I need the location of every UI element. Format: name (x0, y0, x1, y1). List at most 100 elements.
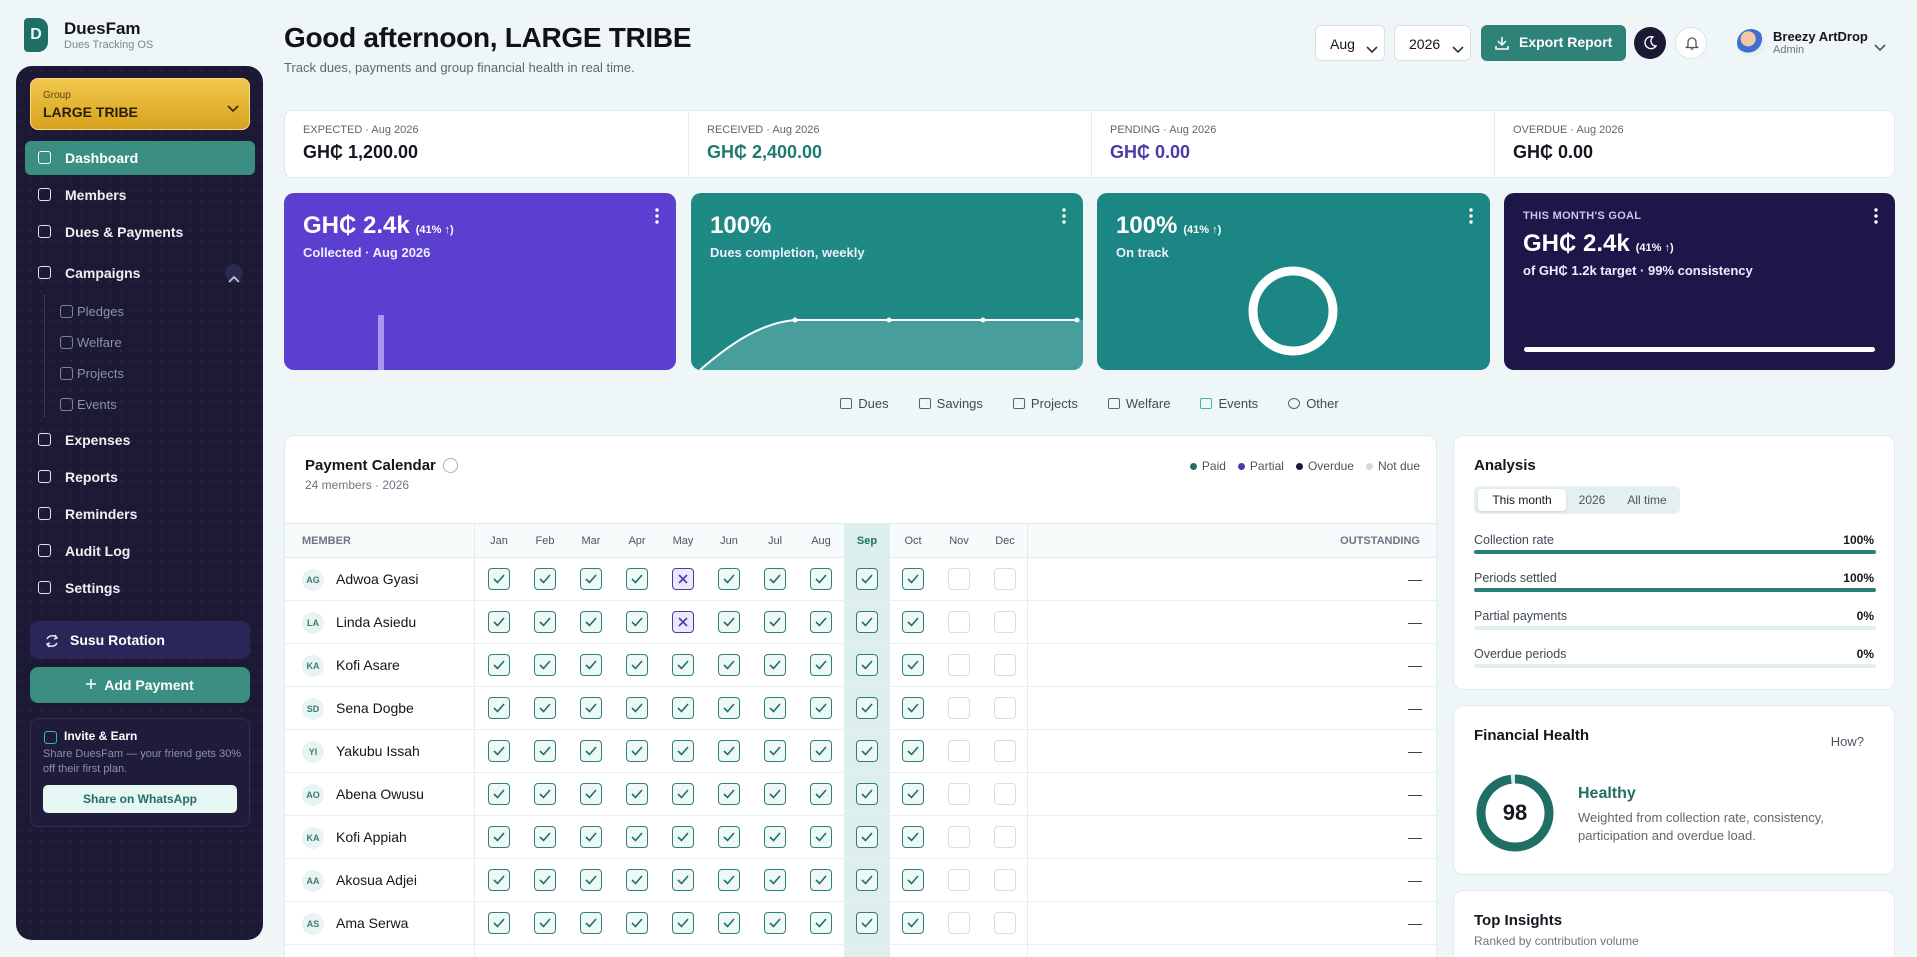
payment-cell-paid[interactable] (810, 611, 832, 633)
payment-cell-paid[interactable] (718, 654, 740, 676)
payment-cell-paid[interactable] (718, 912, 740, 934)
payment-cell-paid[interactable] (580, 654, 602, 676)
nav-item[interactable]: Members (25, 178, 255, 212)
payment-cell-paid[interactable] (810, 697, 832, 719)
payment-cell-paid[interactable] (626, 611, 648, 633)
payment-cell-not-due[interactable] (994, 611, 1016, 633)
payment-cell-paid[interactable] (902, 869, 924, 891)
payment-cell-not-due[interactable] (948, 611, 970, 633)
payment-cell-paid[interactable] (580, 912, 602, 934)
payment-cell-paid[interactable] (810, 654, 832, 676)
payment-cell-paid[interactable] (534, 869, 556, 891)
payment-cell-paid[interactable] (902, 912, 924, 934)
payment-cell-paid[interactable] (902, 697, 924, 719)
select[interactable]: 2026 (1394, 25, 1471, 61)
payment-cell-paid[interactable] (534, 826, 556, 848)
group-selector[interactable]: Group LARGE TRIBE (30, 78, 250, 130)
payment-cell-paid[interactable] (580, 568, 602, 590)
payment-cell-paid[interactable] (810, 912, 832, 934)
payment-cell-paid[interactable] (718, 697, 740, 719)
payment-cell-paid[interactable] (718, 611, 740, 633)
payment-cell-paid[interactable] (672, 783, 694, 805)
payment-cell-not-due[interactable] (994, 568, 1016, 590)
payment-cell-paid[interactable] (580, 869, 602, 891)
range-option[interactable]: 2026 (1578, 493, 1606, 507)
payment-cell-paid[interactable] (672, 654, 694, 676)
payment-cell-paid[interactable] (810, 826, 832, 848)
payment-cell-paid[interactable] (764, 912, 786, 934)
payment-cell-paid[interactable] (764, 740, 786, 762)
payment-cell-paid[interactable] (488, 697, 510, 719)
payment-cell-paid[interactable] (764, 697, 786, 719)
member-name[interactable]: Sena Dogbe (336, 700, 414, 716)
nav-item[interactable]: Dues & Payments (25, 215, 255, 249)
payment-cell-paid[interactable] (534, 697, 556, 719)
collapse-button[interactable] (225, 264, 243, 282)
payment-cell-paid[interactable] (534, 568, 556, 590)
member-name[interactable]: Ama Serwa (336, 915, 409, 931)
payment-cell-paid[interactable] (764, 654, 786, 676)
payment-cell-not-due[interactable] (948, 783, 970, 805)
payment-cell-paid[interactable] (856, 654, 878, 676)
payment-cell-paid[interactable] (856, 783, 878, 805)
payment-cell-paid[interactable] (764, 869, 786, 891)
payment-cell-paid[interactable] (902, 654, 924, 676)
payment-cell-paid[interactable] (856, 869, 878, 891)
payment-cell-paid[interactable] (580, 740, 602, 762)
payment-cell-paid[interactable] (672, 697, 694, 719)
payment-cell-paid[interactable] (764, 611, 786, 633)
payment-cell-paid[interactable] (488, 869, 510, 891)
payment-cell-not-due[interactable] (948, 826, 970, 848)
payment-cell-paid[interactable] (718, 740, 740, 762)
payment-cell-paid[interactable] (626, 568, 648, 590)
theme-toggle[interactable] (1634, 27, 1666, 59)
payment-cell-paid[interactable] (856, 912, 878, 934)
avatar[interactable] (1737, 29, 1765, 57)
payment-cell-paid[interactable] (810, 869, 832, 891)
payment-cell-paid[interactable] (672, 869, 694, 891)
payment-cell-paid[interactable] (902, 826, 924, 848)
range-option[interactable]: All time (1627, 493, 1667, 507)
payment-cell-paid[interactable] (718, 826, 740, 848)
payment-cell-paid[interactable] (534, 654, 556, 676)
payment-cell-paid[interactable] (626, 912, 648, 934)
payment-cell-paid[interactable] (672, 826, 694, 848)
payment-cell-paid[interactable] (764, 568, 786, 590)
payment-cell-paid[interactable] (580, 783, 602, 805)
member-name[interactable]: Adwoa Gyasi (336, 571, 419, 587)
payment-cell-paid[interactable] (856, 740, 878, 762)
payment-cell-paid[interactable] (580, 611, 602, 633)
payment-cell-paid[interactable] (488, 568, 510, 590)
share-button[interactable]: Share on WhatsApp (43, 785, 237, 813)
payment-cell-partial[interactable] (672, 611, 694, 633)
payment-cell-not-due[interactable] (948, 568, 970, 590)
payment-cell-paid[interactable] (902, 611, 924, 633)
sub-nav-item[interactable]: Projects (46, 361, 246, 385)
payment-cell-not-due[interactable] (948, 697, 970, 719)
payment-cell-paid[interactable] (626, 783, 648, 805)
nav-item[interactable]: Reminders (25, 497, 255, 531)
payment-cell-paid[interactable] (626, 869, 648, 891)
range-option[interactable]: This month (1478, 489, 1566, 511)
payment-cell-paid[interactable] (488, 912, 510, 934)
payment-cell-paid[interactable] (810, 568, 832, 590)
payment-cell-paid[interactable] (534, 611, 556, 633)
payment-cell-paid[interactable] (534, 740, 556, 762)
payment-cell-paid[interactable] (810, 740, 832, 762)
payment-cell-paid[interactable] (718, 568, 740, 590)
payment-cell-paid[interactable] (810, 783, 832, 805)
payment-cell-not-due[interactable] (994, 654, 1016, 676)
payment-cell-paid[interactable] (856, 611, 878, 633)
payment-cell-paid[interactable] (626, 826, 648, 848)
sub-nav-item[interactable]: Pledges (46, 299, 246, 323)
tab[interactable]: Projects (1012, 393, 1078, 413)
payment-cell-paid[interactable] (488, 783, 510, 805)
payment-cell-paid[interactable] (672, 912, 694, 934)
payment-cell-paid[interactable] (580, 697, 602, 719)
export-button[interactable]: Export Report (1481, 25, 1626, 61)
health-help[interactable]: How? (1830, 734, 1864, 749)
payment-cell-paid[interactable] (856, 697, 878, 719)
member-name[interactable]: Akosua Adjei (336, 872, 417, 888)
nav-item[interactable]: Expenses (25, 423, 255, 457)
payment-cell-paid[interactable] (856, 826, 878, 848)
